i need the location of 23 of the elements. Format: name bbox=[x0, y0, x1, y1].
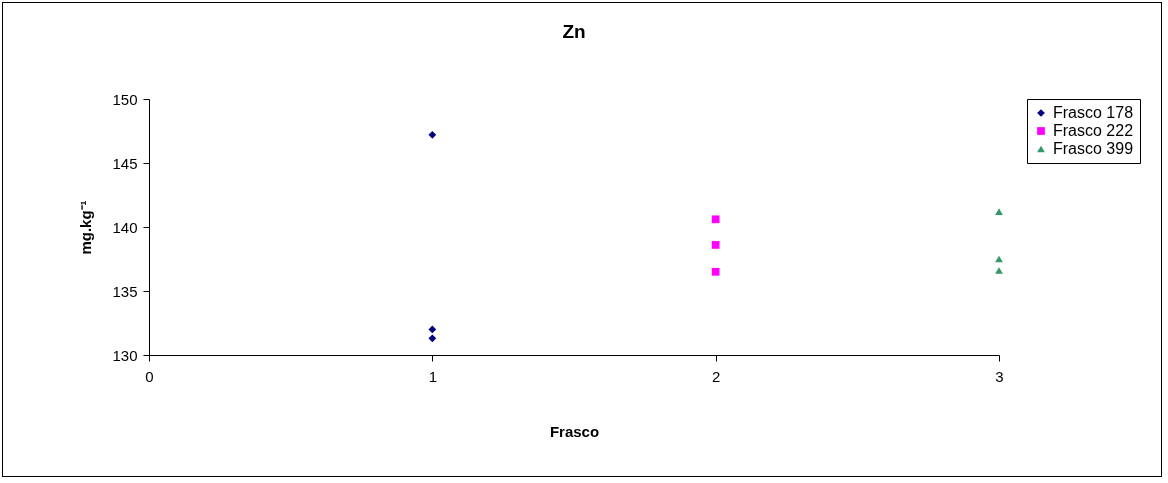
legend-label: Frasco 222 bbox=[1053, 122, 1134, 139]
y-tick-label: 150 bbox=[112, 90, 138, 108]
x-tick-label: 3 bbox=[995, 367, 1004, 385]
point bbox=[995, 208, 1003, 215]
y-tick-label: 140 bbox=[112, 218, 138, 236]
point bbox=[428, 325, 437, 334]
legend-label: Frasco 399 bbox=[1053, 140, 1134, 157]
x-tick-label: 0 bbox=[145, 367, 154, 385]
y-axis-title: mg.kg⁻¹ bbox=[77, 200, 95, 255]
point bbox=[711, 267, 720, 276]
x-tick-label: 2 bbox=[711, 367, 721, 385]
legend-label: Frasco 178 bbox=[1053, 104, 1134, 121]
point bbox=[428, 334, 437, 343]
point bbox=[711, 241, 720, 249]
point bbox=[995, 267, 1003, 274]
point bbox=[711, 215, 720, 224]
y-tick-label: 130 bbox=[112, 346, 138, 364]
x-axis-title: Frasco bbox=[549, 422, 600, 440]
x-tick-label: 1 bbox=[428, 367, 438, 385]
point bbox=[428, 130, 437, 139]
chart-title: Zn bbox=[562, 21, 586, 42]
y-tick-label: 145 bbox=[112, 154, 138, 172]
y-tick-label: 135 bbox=[112, 282, 138, 300]
